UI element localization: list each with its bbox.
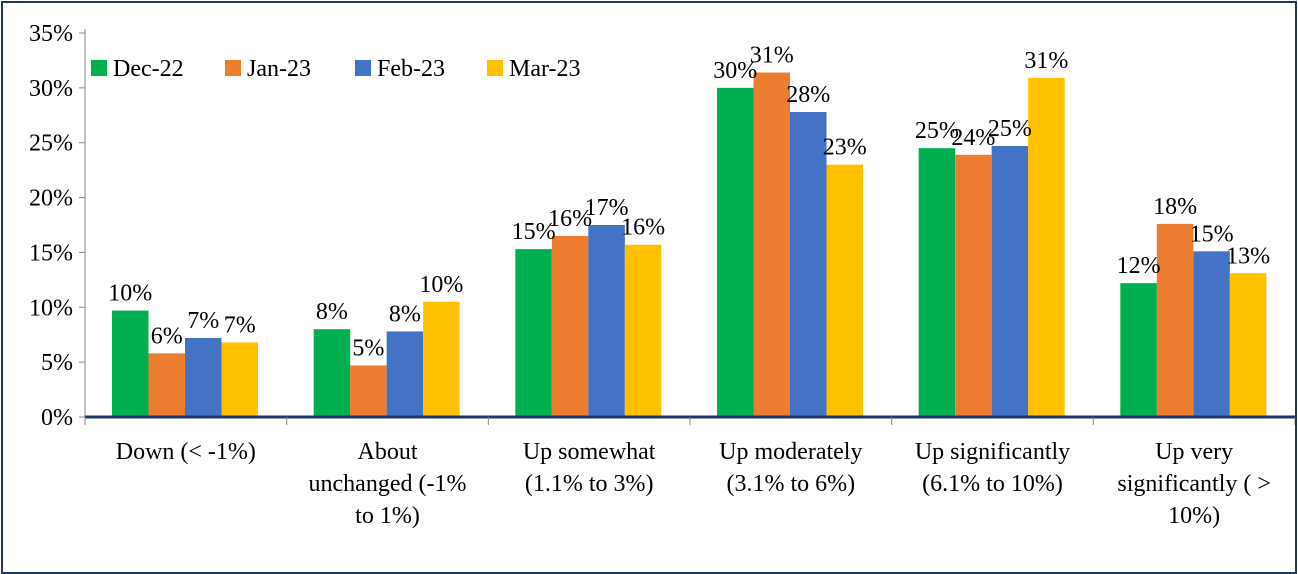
bar	[790, 111, 827, 417]
x-tick-label: Up somewhat (1.1% to 3%)	[523, 439, 656, 497]
bar	[918, 148, 956, 417]
bar	[515, 249, 552, 417]
bar	[423, 301, 460, 417]
bar	[955, 154, 992, 418]
legend-swatch	[225, 60, 241, 76]
bar	[624, 244, 662, 417]
data-label: 24%	[951, 125, 995, 151]
data-label: 18%	[1153, 194, 1197, 220]
data-label: 31%	[1024, 48, 1068, 74]
y-tick-label: 10%	[29, 295, 73, 321]
data-label: 10%	[419, 272, 463, 298]
data-labels: 10% 8% 15% 30% 25% 12% 6% 5% 16% 31% 24% 18% 7% 8% 17%…	[108, 42, 1270, 361]
x-tick-label: Up very significantly ( >10%)	[1117, 439, 1271, 529]
legend-swatch	[355, 60, 371, 76]
y-tick-label: 35%	[29, 21, 73, 47]
data-label: 25%	[915, 118, 959, 144]
y-tick-label: 30%	[29, 76, 73, 102]
y-tick-label: 20%	[29, 186, 73, 212]
y-tick-label: 5%	[41, 350, 73, 376]
bar	[221, 342, 258, 417]
data-label: 30%	[713, 58, 757, 84]
legend-label: Jan-23	[247, 56, 311, 82]
bar	[1193, 251, 1230, 417]
data-label: 25%	[988, 116, 1032, 142]
data-label: 15%	[1190, 221, 1234, 247]
x-tick-label: Down (< -1%)	[116, 439, 256, 465]
y-axis: 0% 5% 10% 15% 20% 25% 30% 35%	[29, 21, 86, 431]
data-label: 15%	[512, 219, 556, 245]
data-label: 13%	[1226, 243, 1270, 269]
x-tick-label: Up moderately (3.1% to 6%)	[719, 439, 862, 497]
legend: Dec-22 Jan-23 Feb-23 Mar-23	[91, 56, 581, 82]
x-tick-label: About unchanged (-1% to 1%)	[309, 439, 467, 529]
data-label: 23%	[823, 135, 867, 161]
data-label: 6%	[151, 323, 183, 349]
bar	[1120, 283, 1157, 417]
legend-label: Feb-23	[377, 56, 445, 82]
y-tick-label: 0%	[41, 405, 73, 431]
data-label: 31%	[750, 42, 794, 68]
data-label: 7%	[224, 312, 256, 338]
data-label: 7%	[187, 308, 219, 334]
bar	[112, 310, 149, 417]
bar	[350, 365, 387, 417]
legend-label: Dec-22	[113, 56, 184, 82]
data-label: 28%	[786, 82, 830, 108]
x-axis: Down (< -1%) About unchanged (-1% to 1%) Up …	[84, 415, 1295, 529]
data-label: 16%	[548, 206, 592, 232]
data-label: 16%	[621, 215, 665, 241]
bar	[1156, 223, 1194, 417]
bar	[588, 225, 625, 417]
bars	[112, 72, 1267, 418]
legend-label: Mar-23	[509, 56, 581, 82]
bar	[185, 338, 222, 417]
bar	[551, 235, 589, 417]
x-tick-label: Up significantly (6.1% to 10%)	[915, 439, 1070, 497]
bar	[826, 164, 863, 417]
data-label: 8%	[316, 299, 348, 325]
bar	[991, 146, 1029, 417]
bar	[386, 331, 424, 417]
data-label: 8%	[389, 301, 421, 327]
data-label: 17%	[585, 195, 629, 221]
bar	[313, 329, 351, 417]
bar	[1028, 77, 1065, 418]
y-tick-label: 25%	[29, 131, 73, 157]
legend-swatch	[487, 60, 503, 76]
bar	[753, 72, 790, 418]
bar-chart: 0% 5% 10% 15% 20% 25% 30% 35% 10% 8% 15% 30% 25% 12%…	[29, 21, 1295, 529]
bar	[148, 353, 185, 417]
y-tick-label: 15%	[29, 240, 73, 266]
data-label: 10%	[108, 281, 152, 307]
data-label: 12%	[1117, 253, 1161, 279]
bar	[717, 87, 754, 417]
data-label: 5%	[352, 335, 384, 361]
bar	[1229, 273, 1267, 417]
legend-swatch	[91, 60, 107, 76]
